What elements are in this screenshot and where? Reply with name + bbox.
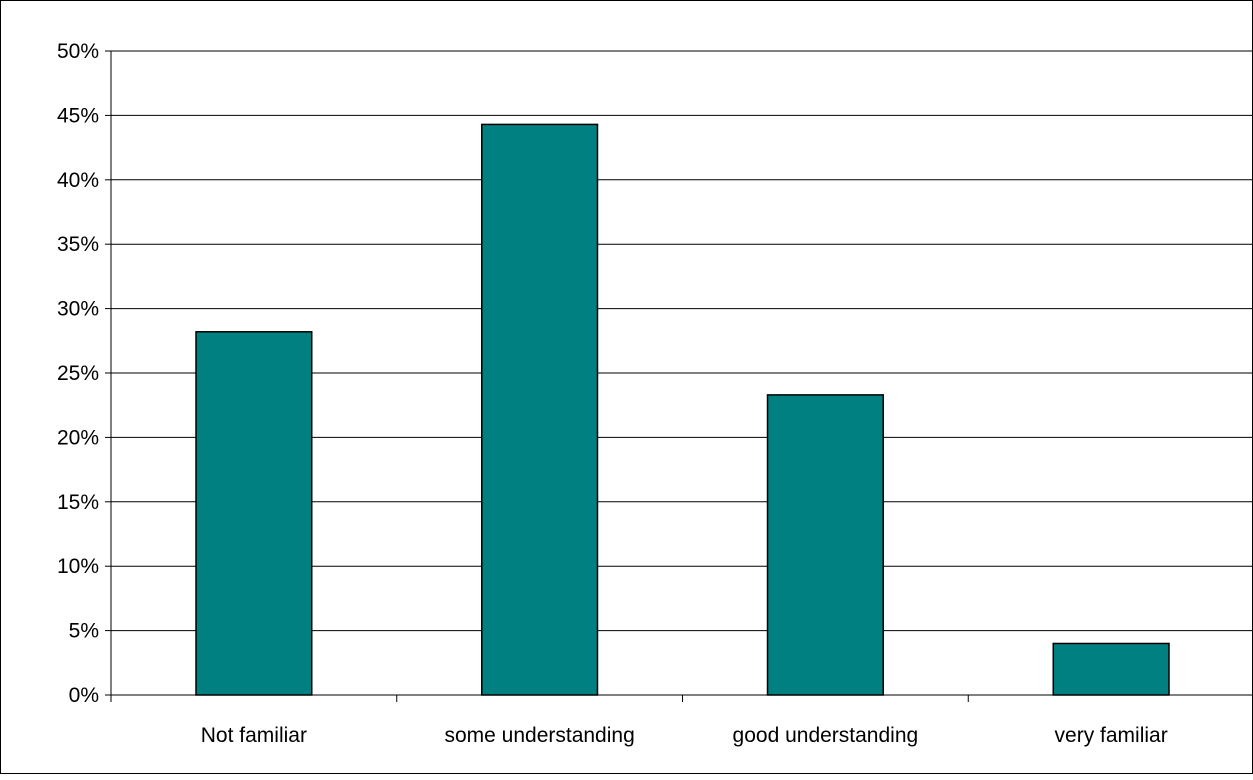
x-tick-label: some understanding bbox=[444, 724, 634, 747]
y-tick-label: 0% bbox=[69, 684, 99, 707]
y-tick-label: 35% bbox=[57, 233, 99, 256]
y-tick-label: 10% bbox=[57, 555, 99, 578]
axes bbox=[105, 50, 1253, 702]
x-tick-label: Not familiar bbox=[201, 724, 307, 747]
y-tick-label: 45% bbox=[57, 104, 99, 127]
bar bbox=[766, 394, 884, 696]
bars bbox=[195, 123, 1170, 696]
y-tick-label: 25% bbox=[57, 362, 99, 385]
y-tick-label: 50% bbox=[57, 40, 99, 63]
bar bbox=[1052, 642, 1170, 696]
bar bbox=[481, 123, 599, 696]
y-tick-label: 30% bbox=[57, 298, 99, 321]
tick-labels: 0% 5% 10% 15% 20% 25% 30% 35% 40% 45% 50% Not famil… bbox=[57, 40, 1168, 747]
x-tick-label: good understanding bbox=[733, 724, 919, 747]
bar bbox=[195, 331, 313, 696]
y-tick-label: 20% bbox=[57, 426, 99, 449]
y-tick-label: 15% bbox=[57, 491, 99, 514]
x-tick-label: very familiar bbox=[1055, 724, 1168, 747]
y-tick-label: 40% bbox=[57, 169, 99, 192]
y-tick-label: 5% bbox=[69, 620, 99, 643]
